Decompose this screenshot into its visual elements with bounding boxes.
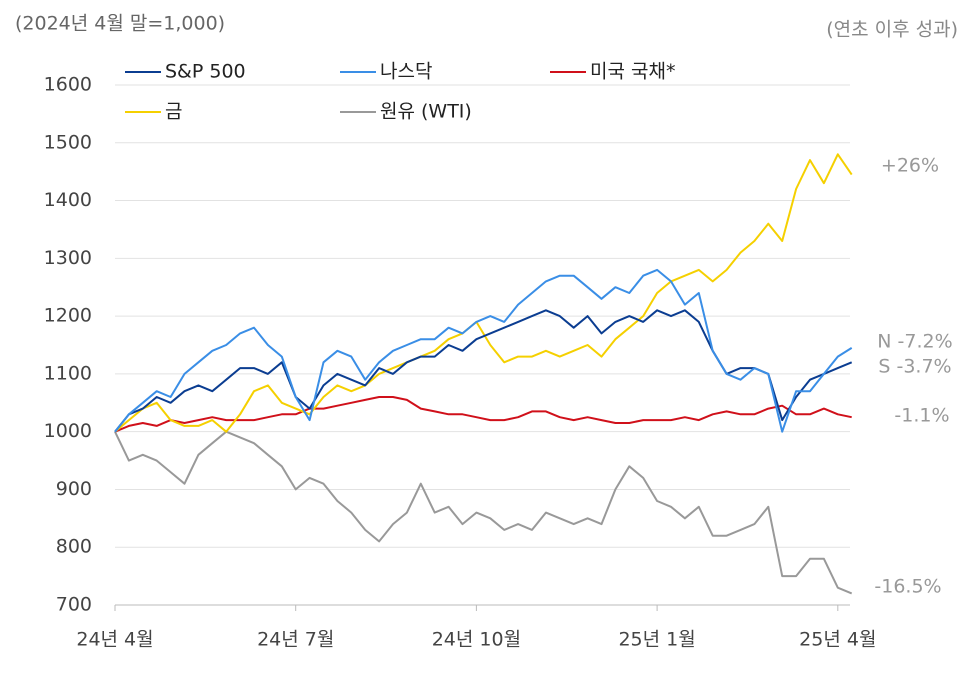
- series-line: [114, 430, 853, 595]
- annotation: -1.1%: [894, 405, 949, 427]
- annotation: -16.5%: [874, 576, 941, 598]
- legend-label: 금: [165, 101, 182, 123]
- series-line: [114, 268, 853, 433]
- y-tick-label: 1600: [44, 74, 92, 96]
- legend-label: 나스닥: [380, 61, 432, 83]
- y-tick-label: 800: [56, 536, 92, 558]
- series-line: [114, 309, 853, 433]
- x-tick-label: 24년 10월: [432, 629, 521, 651]
- x-tick-label: 24년 4월: [76, 629, 153, 651]
- annotation: +26%: [881, 155, 939, 177]
- note: (연초 이후 성과): [826, 19, 958, 41]
- legend-label: 원유 (WTI): [380, 101, 472, 123]
- legend-label: S&P 500: [165, 61, 246, 83]
- y-tick-label: 1200: [44, 305, 92, 327]
- y-tick-label: 1400: [44, 189, 92, 211]
- series-line: [114, 153, 853, 433]
- x-tick-label: 24년 7월: [257, 629, 334, 651]
- y-tick-label: 900: [56, 478, 92, 500]
- x-tick-label: 25년 4월: [799, 629, 876, 651]
- y-tick-label: 700: [56, 594, 92, 616]
- legend-label: 미국 국채*: [590, 61, 675, 83]
- y-tick-label: 1500: [44, 131, 92, 153]
- annotation: S -3.7%: [878, 356, 951, 378]
- y-tick-label: 1300: [44, 247, 92, 269]
- x-tick-label: 25년 1월: [618, 629, 695, 651]
- y-tick-label: 1100: [44, 362, 92, 384]
- subtitle: (2024년 4월 말=1,000): [15, 13, 225, 35]
- annotation: N -7.2%: [877, 331, 952, 353]
- series-line: [114, 396, 852, 433]
- y-tick-label: 1000: [44, 420, 92, 442]
